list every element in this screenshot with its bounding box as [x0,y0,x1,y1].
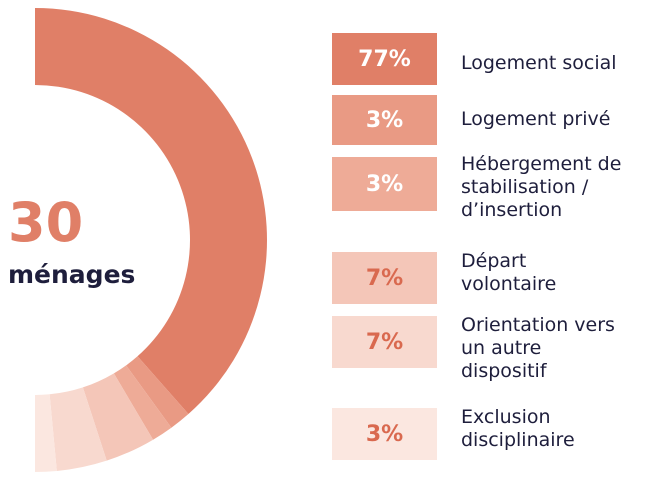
legend-label: Hébergement de stabilisation / d’insertion [461,153,621,222]
donut-segment [35,8,267,415]
legend-label: Orientation vers un autre dispositif [461,314,615,383]
center-value: 30 [8,191,84,254]
donut-segment [82,373,154,461]
legend-label-line: Exclusion [461,406,551,428]
legend-label-line: stabilisation / [461,176,589,198]
legend-label-line: volontaire [461,273,557,295]
center-label: ménages [8,260,136,289]
donut-segment [49,387,107,471]
legend-swatch: 7% [332,316,437,368]
legend-label-line: Logement social [461,52,617,74]
donut-segment [35,394,57,472]
donut-segment [126,356,189,428]
donut-segment [113,365,172,440]
legend-swatch: 7% [332,252,437,304]
legend-label: Exclusion disciplinaire [461,406,575,452]
legend-swatch: 3% [332,408,437,460]
legend-label: Départ volontaire [461,250,556,296]
legend-label: Logement social [461,52,617,75]
legend-label-line: Orientation vers [461,314,615,336]
legend-label-line: Départ [461,250,527,272]
legend-label-line: disciplinaire [461,429,575,451]
legend-label-line: Hébergement de [461,153,622,175]
legend-swatch: 3% [332,95,437,145]
legend-label-line: Logement privé [461,108,611,130]
legend-swatch: 3% [332,157,437,211]
legend-label: Logement privé [461,108,610,131]
legend-label-line: dispositif [461,360,547,382]
legend-swatch: 77% [332,33,437,85]
legend-label-line: un autre [461,337,542,359]
legend-label-line: d’insertion [461,199,563,221]
